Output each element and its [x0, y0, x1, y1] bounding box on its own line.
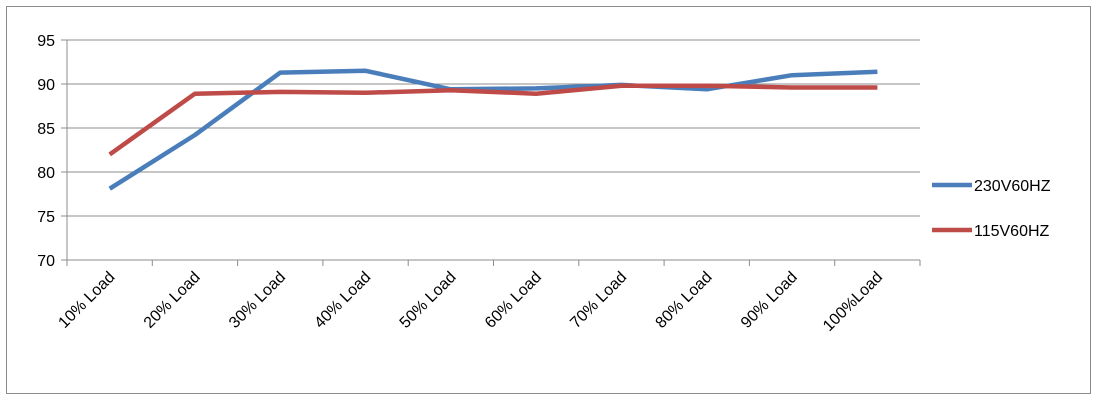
x-tick-label: 50% Load	[397, 269, 460, 332]
y-tick-labels: 70 75 80 85 90 95	[37, 33, 55, 270]
y-tick-label: 85	[37, 121, 55, 138]
legend-label: 115V60HZ	[974, 223, 1050, 240]
y-tick-label: 75	[37, 209, 55, 226]
y-tick-label: 80	[37, 165, 55, 182]
chart-area	[6, 6, 1091, 394]
series-line-1	[108, 83, 878, 157]
x-tick-label: 20% Load	[141, 269, 204, 332]
series-line-0	[108, 68, 878, 191]
x-tick-label: 60% Load	[482, 269, 545, 332]
gridlines	[61, 39, 921, 266]
x-tick-label: 70% Load	[567, 269, 630, 332]
y-tick-label: 90	[37, 77, 55, 94]
y-tick-label: 70	[37, 253, 55, 270]
legend: 230V60HZ 115V60HZ	[932, 178, 1051, 240]
legend-label: 230V60HZ	[974, 178, 1051, 195]
y-tick-label: 95	[37, 33, 55, 50]
x-tick-labels: 10% Load 20% Load 30% Load 40% Load 50% Load…	[56, 269, 887, 335]
x-tick-label: 40% Load	[311, 269, 374, 332]
x-tick-label: 10% Load	[56, 269, 119, 332]
x-tick-label: 90% Load	[738, 269, 801, 332]
axes	[66, 40, 920, 261]
x-tick-label: 30% Load	[226, 269, 289, 332]
x-tick-label: 80% Load	[653, 269, 716, 332]
x-tick-label: 100%Load	[820, 269, 886, 335]
series-lines	[108, 68, 878, 191]
